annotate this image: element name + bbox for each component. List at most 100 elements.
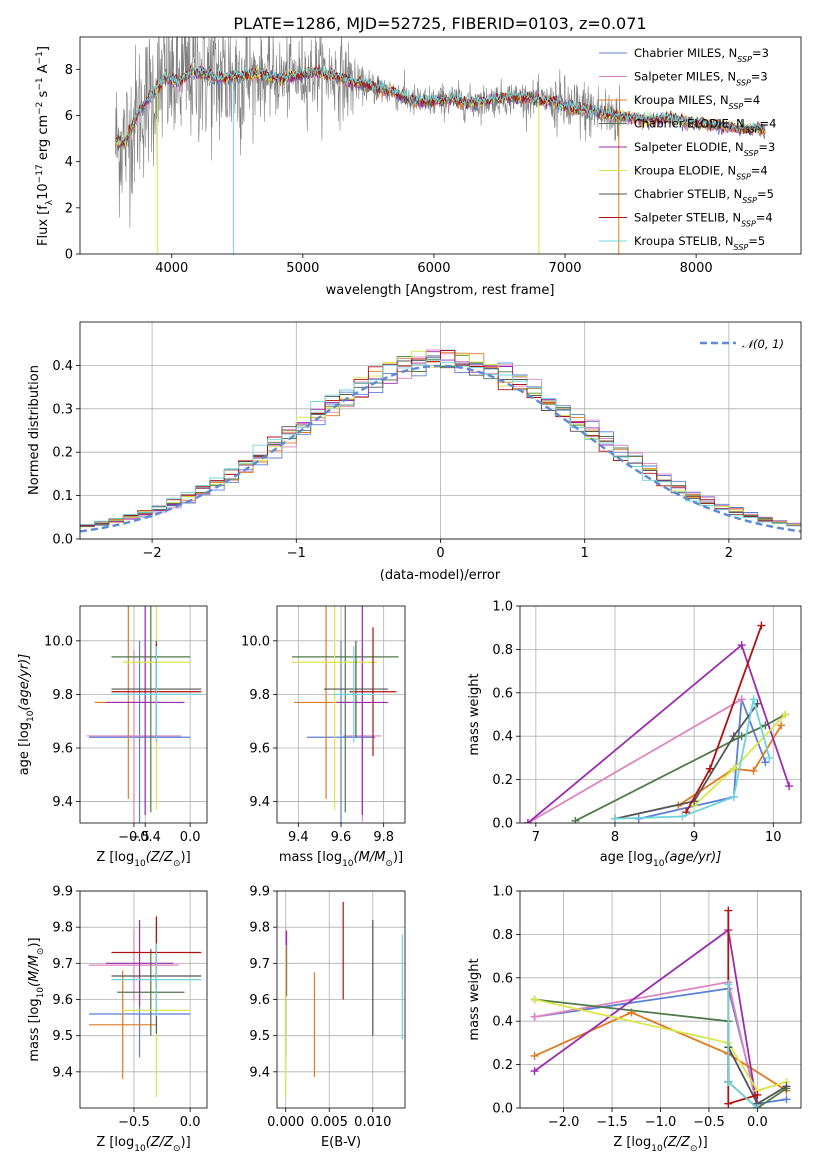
mass-vs-EBV-ytick-label: 9.8 xyxy=(249,921,270,936)
spectrum-ylabel-part: erg cm xyxy=(36,115,51,164)
massweight-vs-age-ytick-label: 0.4 xyxy=(492,730,513,745)
mass-vs-Z-xlabel-part: (Z/Z xyxy=(146,1135,174,1150)
mass-vs-Z-xlabel: Z [log10(Z/Z⊙)] xyxy=(96,1135,190,1154)
massweight-vs-Z-xtick-label: −0.5 xyxy=(693,1115,725,1130)
massweight-vs-age-point-marker xyxy=(737,641,746,650)
massweight-vs-age-point-marker xyxy=(761,758,770,767)
massweight-vs-age-series-salpeter_miles xyxy=(527,698,743,823)
legend-sub: SSP xyxy=(742,196,757,205)
massweight-vs-age-point-marker xyxy=(777,721,786,730)
spectrum-ylabel: Flux [fλ10−17 erg cm−2 s−1 A−1] xyxy=(35,46,55,246)
mass-vs-Z-ylabel-part: ⊙ xyxy=(36,948,46,956)
spectrum-legend-label: Salpeter STELIB, NSSP=4 xyxy=(634,211,773,229)
massweight-vs-age-ytick-label: 1.0 xyxy=(492,600,513,615)
age-vs-Z-ylabel-part: (age/yr)] xyxy=(17,654,32,711)
massweight-vs-age-series-salpeter_elodie xyxy=(527,643,790,823)
mass-vs-Z-frame xyxy=(79,890,208,1109)
massweight-vs-Z-xlabel: Z [log10(Z/Z⊙)] xyxy=(613,1135,707,1154)
massweight-vs-Z-ytick-label: 1.0 xyxy=(492,885,513,900)
massweight-vs-Z-xtick-label: 0.0 xyxy=(747,1115,768,1130)
spectrum-xtick-label: 7000 xyxy=(548,261,581,276)
massweight-vs-age-point-marker xyxy=(729,732,738,741)
spectrum-ylabel-part: −1 xyxy=(35,51,45,64)
residuals-panel: −2 −1 0 1 2 0.0 0.1 0.2 0.3 0.4 𝒩(0, 1) (data-model… xyxy=(27,321,802,583)
age-vs-Z-panel: −0.5−0.4 0.09.49.69.810.0Z [log10(Z/Z⊙)]a… xyxy=(17,605,208,869)
massweight-vs-Z-series-kroupa_elodie xyxy=(534,998,787,1092)
legend-text: Kroupa MILES, N xyxy=(634,93,729,107)
spectrum-ytick-label: 4 xyxy=(65,155,73,170)
massweight-vs-age-point-marker xyxy=(737,732,746,741)
mass-vs-Z-xlabel-part: 10 xyxy=(134,1144,146,1154)
mass-vs-Z-panel: −0.5 0.09.49.59.69.79.89.9Z [log10(Z/Z⊙)]… xyxy=(27,885,208,1154)
spectrum-legend-label: Kroupa MILES, NSSP=4 xyxy=(634,93,760,111)
spectrum-ytick-label: 8 xyxy=(65,63,73,78)
massweight-vs-age-point-marker xyxy=(729,764,738,773)
age-vs-mass-xtick-label: 9.4 xyxy=(288,830,309,845)
massweight-vs-Z-ytick-label: 0.8 xyxy=(492,928,513,943)
spectrum-ytick-label: 2 xyxy=(65,201,73,216)
spectrum-legend-label: Chabrier STELIB, NSSP=5 xyxy=(634,187,774,205)
massweight-vs-age-point-marker xyxy=(610,814,619,823)
massweight-vs-age-xtick-label: 10 xyxy=(765,830,782,845)
mass-vs-Z-ylabel-part: )] xyxy=(27,937,42,947)
age-vs-mass-xlabel-part: ⊙ xyxy=(385,859,393,869)
residuals-xlabel: (data-model)/error xyxy=(380,568,501,583)
age-vs-Z-xlabel: Z [log10(Z/Z⊙)] xyxy=(96,850,190,869)
massweight-vs-age-xlabel: age [log10(age/yr)] xyxy=(600,850,722,869)
mass-vs-EBV-ytick-label: 9.4 xyxy=(249,1065,270,1080)
legend-text: Kroupa STELIB, N xyxy=(634,234,734,248)
massweight-vs-Z-point-marker xyxy=(724,906,733,915)
spectrum-data-line xyxy=(115,37,621,228)
spectrum-model-kroupa_stelib xyxy=(115,65,766,145)
legend-text: Salpeter MILES, N xyxy=(634,70,736,84)
massweight-vs-Z-point-marker xyxy=(530,995,539,1004)
mass-vs-Z-xlabel-part: )] xyxy=(181,1135,191,1150)
mass-vs-Z-ylabel-part: (M/M xyxy=(27,955,42,987)
spectrum-legend-label: Kroupa ELODIE, NSSP=4 xyxy=(634,164,768,182)
massweight-vs-Z-xlabel-part: 10 xyxy=(651,1144,663,1154)
residuals-legend-label: 𝒩(0, 1) xyxy=(742,337,784,351)
age-vs-Z-ytick-label: 9.8 xyxy=(52,688,73,703)
legend-sub: SSP xyxy=(736,78,751,87)
spectrum-ylabel-part: −2 xyxy=(35,102,45,115)
mass-vs-EBV-ytick-label: 9.5 xyxy=(249,1029,270,1044)
spectrum-ylabel-part: ] xyxy=(36,46,51,51)
legend-sub: SSP xyxy=(734,243,749,252)
massweight-vs-Z-xlabel-part: ⊙ xyxy=(690,1144,698,1154)
mass-vs-Z-xtick-label: 0.0 xyxy=(180,1115,201,1130)
legend-val: =4 xyxy=(760,117,777,131)
mass-vs-Z-ytick-label: 9.5 xyxy=(52,1029,73,1044)
mass-vs-Z-ytick-label: 9.4 xyxy=(52,1065,73,1080)
massweight-vs-age-point-marker xyxy=(781,710,790,719)
age-vs-mass-xlabel-part: 10 xyxy=(342,859,354,869)
residuals-frame xyxy=(79,321,802,540)
massweight-vs-age-point-marker xyxy=(678,812,687,821)
spectrum-legend-label: Chabrier ELODIE, NSSP=4 xyxy=(634,117,776,135)
mass-vs-Z-xtick-label: −0.5 xyxy=(118,1115,150,1130)
massweight-vs-Z-ytick-label: 0.4 xyxy=(492,1015,513,1030)
massweight-vs-age-ytick-label: 0.2 xyxy=(492,773,513,788)
age-vs-Z-xtick-label: 0.0 xyxy=(180,830,201,845)
massweight-vs-age-point-marker xyxy=(749,695,758,704)
massweight-vs-age-xtick-label: 9 xyxy=(690,830,698,845)
mass-vs-Z-ytick-label: 9.7 xyxy=(52,957,73,972)
legend-val: =5 xyxy=(748,234,765,248)
spectrum-title: PLATE=1286, MJD=52725, FIBERID=0103, z=0… xyxy=(233,14,646,33)
legend-sub: SSP xyxy=(745,125,760,134)
legend-text: Chabrier STELIB, N xyxy=(634,187,742,201)
age-vs-mass-frame xyxy=(276,605,406,824)
massweight-vs-age-ytick-label: 0.6 xyxy=(492,686,513,701)
spectrum-ylabel-part: λ xyxy=(45,199,55,205)
legend-val: =5 xyxy=(757,187,774,201)
massweight-vs-age-xlabel-part: 10 xyxy=(653,859,665,869)
legend-sub: SSP xyxy=(744,149,759,158)
legend-val: =3 xyxy=(758,140,775,154)
legend-text: Salpeter ELODIE, N xyxy=(634,140,744,154)
massweight-vs-age-point-marker xyxy=(757,621,766,630)
age-vs-Z-xlabel-part: )] xyxy=(181,850,191,865)
massweight-vs-Z-xtick-label: −2.0 xyxy=(548,1115,580,1130)
spectrum-ytick-label: 0 xyxy=(65,248,73,263)
legend-sub: SSP xyxy=(741,219,756,228)
